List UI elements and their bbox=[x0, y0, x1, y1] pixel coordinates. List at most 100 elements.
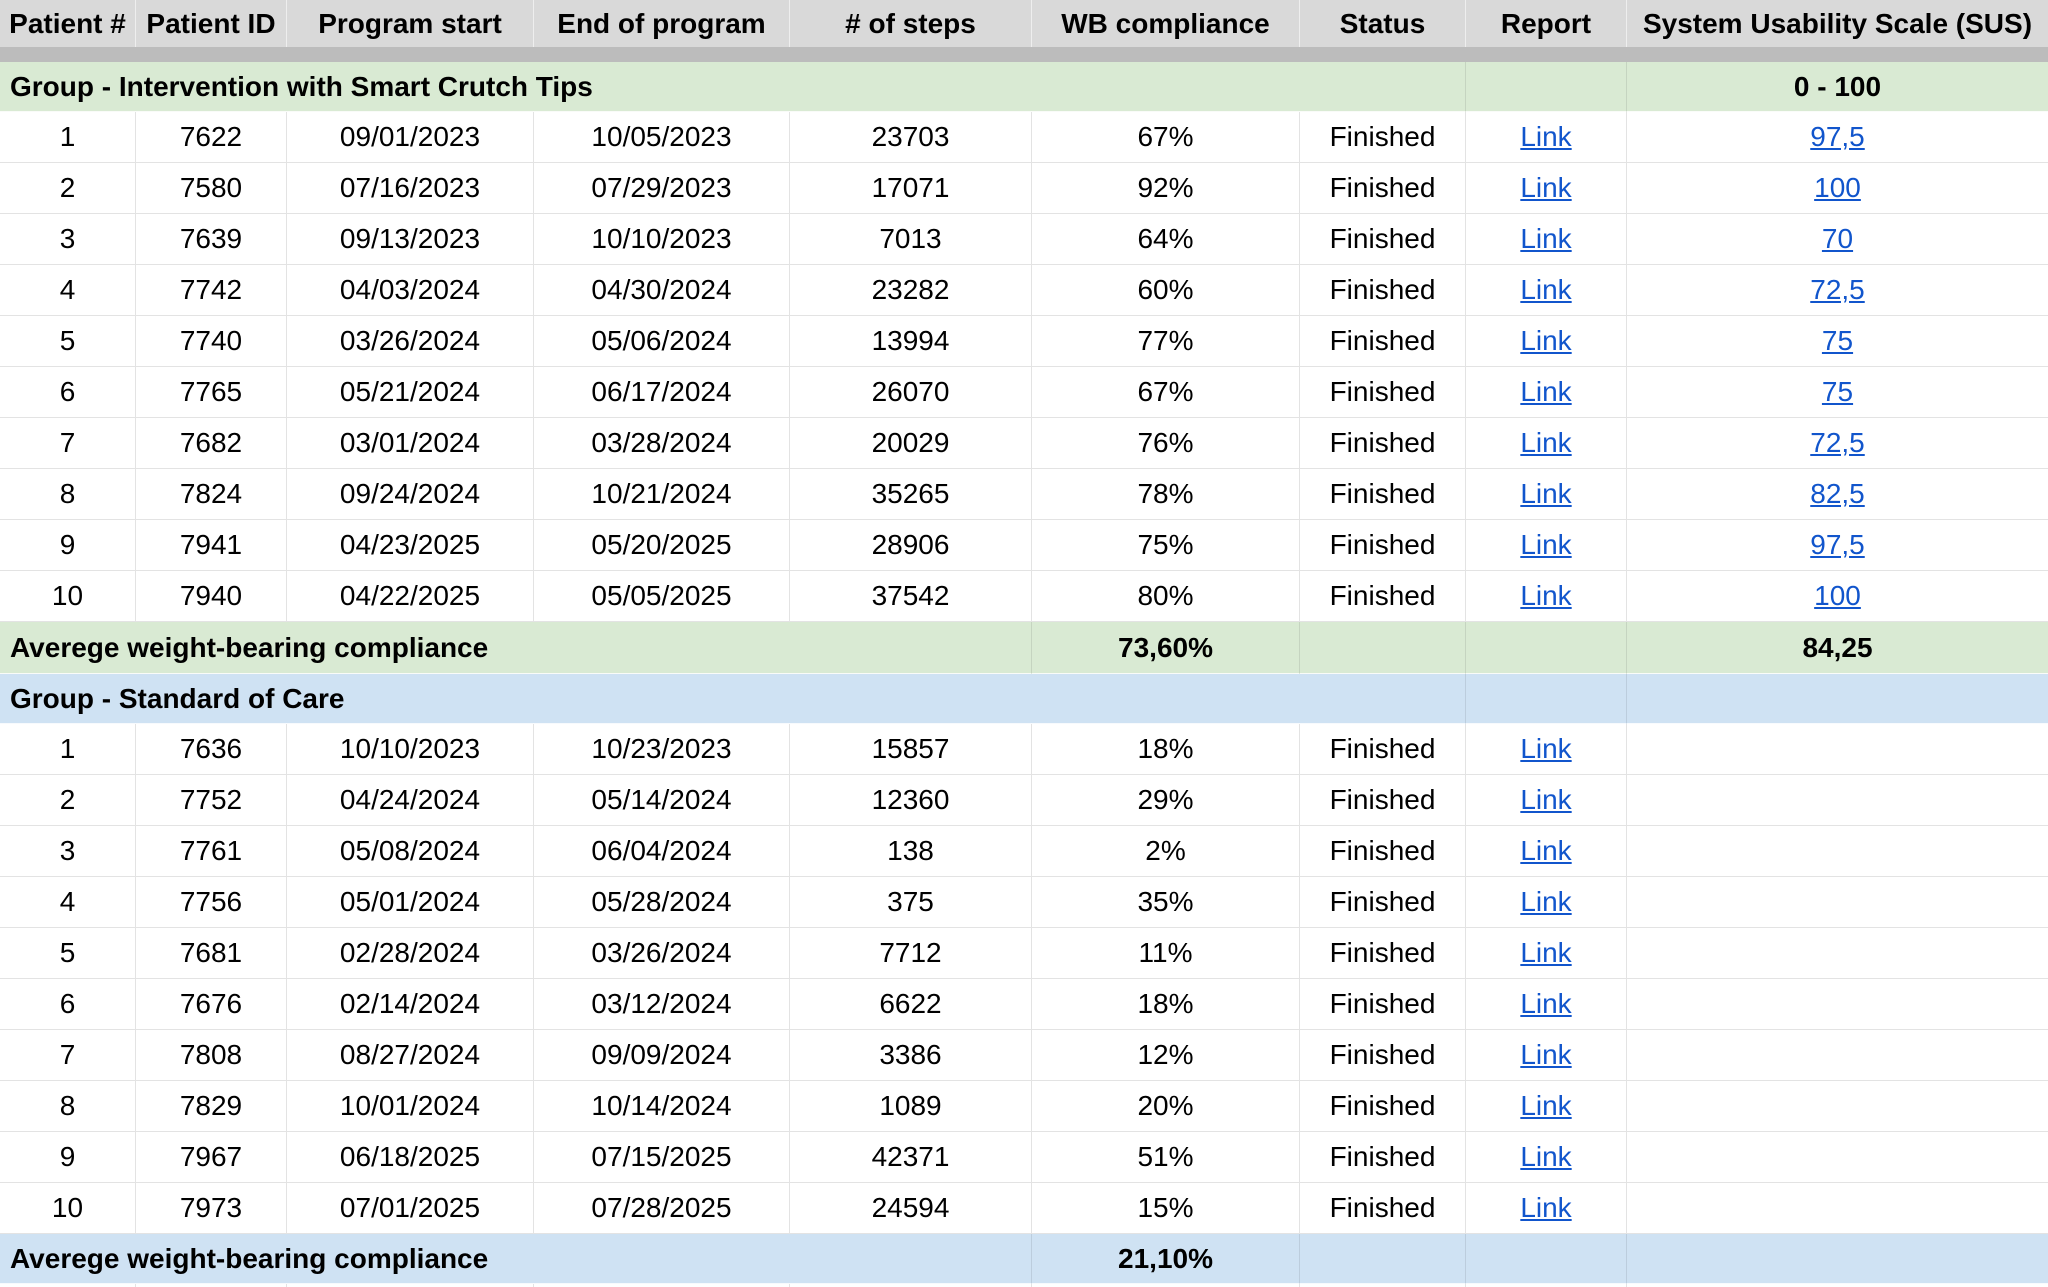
sus-link[interactable]: 97,5 bbox=[1810, 529, 1865, 560]
sus-link[interactable]: 72,5 bbox=[1810, 274, 1865, 305]
cell-report: Link bbox=[1466, 1030, 1627, 1081]
sus-link[interactable]: 100 bbox=[1814, 172, 1861, 203]
report-link[interactable]: Link bbox=[1520, 937, 1572, 968]
cell-end-of-program: 07/15/2025 bbox=[534, 1132, 790, 1183]
average-label: Averege weight-bearing compliance bbox=[0, 1234, 1032, 1284]
patient-row: 4 7756 05/01/2024 05/28/2024 375 35% Finished L… bbox=[0, 877, 2048, 928]
report-link[interactable]: Link bbox=[1520, 835, 1572, 866]
partial-cell bbox=[1627, 1284, 2048, 1287]
report-link[interactable]: Link bbox=[1520, 172, 1572, 203]
cell-patient-num: 10 bbox=[0, 1183, 136, 1234]
cell-wb-compliance: 12% bbox=[1032, 1030, 1300, 1081]
patient-row: 3 7761 05/08/2024 06/04/2024 138 2% Finished Li… bbox=[0, 826, 2048, 877]
cell-patient-num: 1 bbox=[0, 112, 136, 163]
report-link[interactable]: Link bbox=[1520, 274, 1572, 305]
cell-program-start: 08/27/2024 bbox=[287, 1030, 534, 1081]
cell-patient-id: 7756 bbox=[136, 877, 287, 928]
cell-end-of-program: 07/28/2025 bbox=[534, 1183, 790, 1234]
cell-patient-num: 9 bbox=[0, 1132, 136, 1183]
separator-band bbox=[0, 47, 2048, 62]
cell-wb-compliance: 75% bbox=[1032, 520, 1300, 571]
report-link[interactable]: Link bbox=[1520, 784, 1572, 815]
cell-patient-num: 5 bbox=[0, 316, 136, 367]
patient-row: 1 7636 10/10/2023 10/23/2023 15857 18% Finishe… bbox=[0, 724, 2048, 775]
partial-cell bbox=[1300, 1284, 1466, 1287]
cell-program-start: 04/22/2025 bbox=[287, 571, 534, 622]
average-row: Averege weight-bearing compliance 73,60% 8… bbox=[0, 622, 2048, 674]
average-status-cell bbox=[1300, 1234, 1466, 1284]
cell-sus bbox=[1627, 1183, 2048, 1234]
cell-report: Link bbox=[1466, 214, 1627, 265]
cell-status: Finished bbox=[1300, 469, 1466, 520]
patient-row: 5 7740 03/26/2024 05/06/2024 13994 77% Finishe… bbox=[0, 316, 2048, 367]
average-wb-compliance: 73,60% bbox=[1032, 622, 1300, 674]
cell-report: Link bbox=[1466, 316, 1627, 367]
report-link[interactable]: Link bbox=[1520, 1090, 1572, 1121]
average-wb-compliance: 21,10% bbox=[1032, 1234, 1300, 1284]
report-link[interactable]: Link bbox=[1520, 580, 1572, 611]
cell-patient-num: 7 bbox=[0, 1030, 136, 1081]
cell-wb-compliance: 20% bbox=[1032, 1081, 1300, 1132]
cell-program-start: 05/08/2024 bbox=[287, 826, 534, 877]
patient-row: 7 7808 08/27/2024 09/09/2024 3386 12% Finished… bbox=[0, 1030, 2048, 1081]
cell-steps: 20029 bbox=[790, 418, 1032, 469]
cell-report: Link bbox=[1466, 163, 1627, 214]
cell-program-start: 04/24/2024 bbox=[287, 775, 534, 826]
cell-status: Finished bbox=[1300, 1183, 1466, 1234]
report-link[interactable]: Link bbox=[1520, 427, 1572, 458]
sus-link[interactable]: 70 bbox=[1821, 223, 1854, 254]
cell-wb-compliance: 29% bbox=[1032, 775, 1300, 826]
patient-row: 8 7829 10/01/2024 10/14/2024 1089 20% Finished… bbox=[0, 1081, 2048, 1132]
sus-link[interactable]: 75 bbox=[1821, 376, 1854, 407]
cell-patient-num: 6 bbox=[0, 367, 136, 418]
cell-steps: 1089 bbox=[790, 1081, 1032, 1132]
cell-patient-id: 7682 bbox=[136, 418, 287, 469]
cell-status: Finished bbox=[1300, 316, 1466, 367]
report-link[interactable]: Link bbox=[1520, 886, 1572, 917]
cell-report: Link bbox=[1466, 877, 1627, 928]
cell-end-of-program: 03/12/2024 bbox=[534, 979, 790, 1030]
cell-end-of-program: 07/29/2023 bbox=[534, 163, 790, 214]
cell-program-start: 09/13/2023 bbox=[287, 214, 534, 265]
sus-link[interactable]: 75 bbox=[1821, 325, 1854, 356]
sus-link[interactable]: 72,5 bbox=[1810, 427, 1865, 458]
cell-report: Link bbox=[1466, 775, 1627, 826]
report-link[interactable]: Link bbox=[1520, 121, 1572, 152]
cell-status: Finished bbox=[1300, 1081, 1466, 1132]
report-link[interactable]: Link bbox=[1520, 1141, 1572, 1172]
patient-row: 4 7742 04/03/2024 04/30/2024 23282 60% Finishe… bbox=[0, 265, 2048, 316]
patient-row: 7 7682 03/01/2024 03/28/2024 20029 76% Finishe… bbox=[0, 418, 2048, 469]
cell-report: Link bbox=[1466, 724, 1627, 775]
cell-program-start: 05/21/2024 bbox=[287, 367, 534, 418]
report-link[interactable]: Link bbox=[1520, 529, 1572, 560]
report-link[interactable]: Link bbox=[1520, 988, 1572, 1019]
cell-sus bbox=[1627, 1030, 2048, 1081]
report-link[interactable]: Link bbox=[1520, 325, 1572, 356]
report-link[interactable]: Link bbox=[1520, 478, 1572, 509]
report-link[interactable]: Link bbox=[1520, 1039, 1572, 1070]
report-link[interactable]: Link bbox=[1520, 1192, 1572, 1223]
patient-row: 2 7752 04/24/2024 05/14/2024 12360 29% Finishe… bbox=[0, 775, 2048, 826]
cell-end-of-program: 10/05/2023 bbox=[534, 112, 790, 163]
report-link[interactable]: Link bbox=[1520, 733, 1572, 764]
cell-program-start: 06/18/2025 bbox=[287, 1132, 534, 1183]
cell-sus bbox=[1627, 724, 2048, 775]
cell-end-of-program: 06/17/2024 bbox=[534, 367, 790, 418]
cell-patient-id: 7740 bbox=[136, 316, 287, 367]
sus-link[interactable]: 97,5 bbox=[1810, 121, 1865, 152]
cell-steps: 7712 bbox=[790, 928, 1032, 979]
cell-program-start: 09/24/2024 bbox=[287, 469, 534, 520]
sus-link[interactable]: 100 bbox=[1814, 580, 1861, 611]
report-link[interactable]: Link bbox=[1520, 223, 1572, 254]
cell-steps: 23703 bbox=[790, 112, 1032, 163]
cell-steps: 12360 bbox=[790, 775, 1032, 826]
cell-wb-compliance: 67% bbox=[1032, 112, 1300, 163]
cell-patient-id: 7940 bbox=[136, 571, 287, 622]
cell-sus: 72,5 bbox=[1627, 265, 2048, 316]
cell-report: Link bbox=[1466, 469, 1627, 520]
cell-program-start: 02/28/2024 bbox=[287, 928, 534, 979]
cell-status: Finished bbox=[1300, 979, 1466, 1030]
cell-sus: 100 bbox=[1627, 163, 2048, 214]
sus-link[interactable]: 82,5 bbox=[1810, 478, 1865, 509]
report-link[interactable]: Link bbox=[1520, 376, 1572, 407]
